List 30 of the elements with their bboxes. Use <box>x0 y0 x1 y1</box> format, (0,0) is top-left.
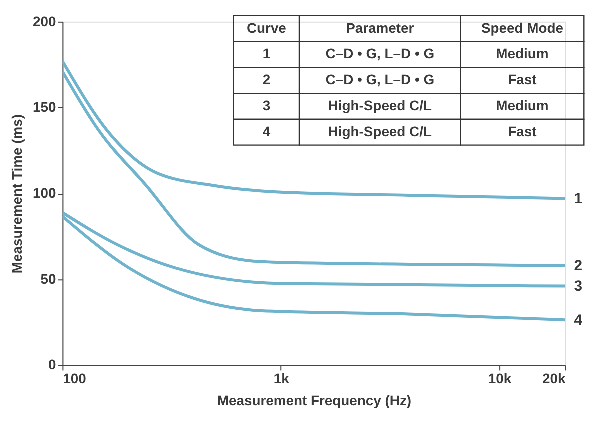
annotation: C–D • G, L–D • G <box>326 46 435 62</box>
annotation: 3 <box>262 97 271 114</box>
annotation: Medium <box>496 97 549 114</box>
annotation: High-Speed C/L <box>328 97 432 114</box>
series-label: 1 <box>574 190 582 208</box>
y-tick-label: 200 <box>32 13 56 30</box>
x-tick-label: 1k <box>274 370 290 387</box>
annotation: 2 <box>262 72 271 88</box>
x-axis-title: Measurement Frequency (Hz) <box>217 392 412 409</box>
series-label: 2 <box>574 258 582 275</box>
annotation: Curve <box>246 20 287 36</box>
annotation: Speed Mode <box>481 20 564 36</box>
series-label: 3 <box>574 278 582 296</box>
annotation: Medium <box>496 46 549 62</box>
y-axis-title: Measurement Time (ms) <box>9 114 26 274</box>
x-tick-label: 10k <box>488 370 512 387</box>
y-tick-label: 50 <box>40 270 56 287</box>
x-tick-label: 100 <box>63 370 87 387</box>
y-tick-label: 100 <box>32 185 56 202</box>
x-tick-label: 20k <box>542 370 566 387</box>
annotation: Parameter <box>346 20 415 36</box>
annotation: Fast <box>508 72 538 88</box>
y-tick-label: 0 <box>48 356 56 373</box>
annotation: 4 <box>262 123 271 140</box>
annotation: High-Speed C/L <box>328 123 432 140</box>
annotation: Fast <box>508 123 538 140</box>
y-tick-label: 150 <box>32 99 56 116</box>
series-label: 4 <box>574 312 584 330</box>
annotation: 1 <box>262 46 271 62</box>
annotation: C–D • G, L–D • G <box>326 72 435 88</box>
